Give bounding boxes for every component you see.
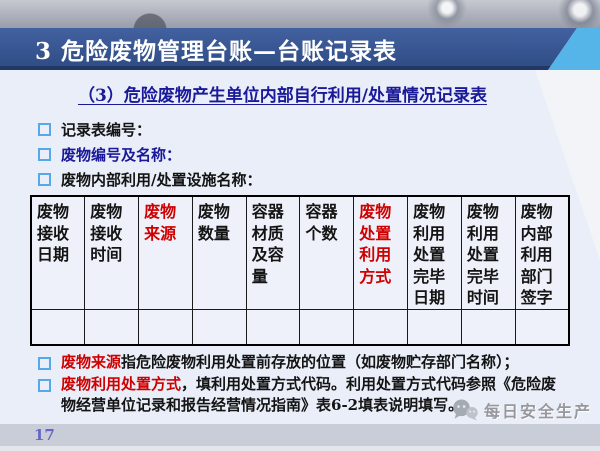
table-cell [353, 309, 409, 346]
square-bullet-icon [38, 357, 51, 370]
table-cell [84, 309, 140, 346]
table-cell [299, 309, 355, 346]
table-header-cell: 废物接收时间 [84, 195, 140, 310]
table-cell [460, 309, 516, 346]
note-text: 废物来源指危险废物利用处置前存放的位置（如废物贮存部门名称）； [61, 352, 519, 373]
slide-subtitle: （3）危险废物产生单位内部自行利用/处置情况记录表 [77, 86, 488, 106]
note-text: 废物利用处置方式，填利用处置方式代码。利用处置方式代码参照《危险废物经营单位记录… [61, 374, 563, 416]
record-table: 废物接收日期 废物接收时间 废物来源 废物数量 容器材质及容量 容器个数 废物处… [30, 195, 570, 346]
square-bullet-icon [38, 123, 51, 136]
note-lead: 废物来源 [61, 353, 122, 371]
table-cell [191, 309, 247, 346]
note-item: 废物利用处置方式，填利用处置方式代码。利用处置方式代码参照《危险废物经营单位记录… [38, 374, 563, 416]
note-rest: ，填利用处置方式代码。利用处置方式代码参照《危险废物经营单位记录和报告经营情况指… [61, 375, 557, 414]
bullet-label: 废物编号及名称： [61, 146, 182, 164]
note-rest: 指危险废物利用处置前存放的位置（如废物贮存部门名称）； [121, 353, 519, 371]
square-bullet-icon [38, 173, 51, 186]
table-cell [407, 309, 462, 346]
list-item: 记录表编号： [38, 117, 261, 142]
table-header-cell: 容器材质及容量 [245, 195, 301, 310]
table-header-cell: 废物来源 [138, 195, 193, 310]
list-item: 废物编号及名称： [38, 142, 261, 167]
note-item: 废物来源指危险废物利用处置前存放的位置（如废物贮存部门名称）； [38, 352, 563, 373]
table-empty-row [30, 309, 570, 346]
table-header-row: 废物接收日期 废物接收时间 废物来源 废物数量 容器材质及容量 容器个数 废物处… [30, 195, 570, 310]
table-header-cell: 废物利用处置完毕日期 [407, 195, 462, 310]
square-bullet-icon [38, 379, 51, 392]
title-bar-background [0, 28, 577, 70]
table-header-cell: 废物处置利用方式 [353, 195, 409, 310]
watermark: 每日安全生产 [451, 398, 592, 422]
table-header-cell: 废物内部利用部门签字 [514, 195, 570, 310]
slide-title: 3 危险废物管理台账—台账记录表 [35, 38, 398, 65]
footer-bar [0, 424, 600, 446]
table-cell [245, 309, 301, 346]
bullet-label: 废物内部利用/处置设施名称： [61, 171, 262, 189]
table-cell [30, 309, 86, 346]
page-number: 17 [34, 426, 55, 444]
square-bullet-icon [38, 148, 51, 161]
footer-strip [0, 446, 600, 451]
table-header-cell: 废物数量 [191, 195, 247, 310]
wechat-icon [453, 399, 478, 421]
watermark-text: 每日安全生产 [483, 402, 592, 421]
table-header-cell: 容器个数 [299, 195, 355, 310]
table-header-cell: 废物接收日期 [30, 195, 86, 310]
table-cell [514, 309, 570, 346]
title-bar: 3 危险废物管理台账—台账记录表 [0, 28, 600, 70]
top-decorative-band [0, 0, 600, 28]
table-header-cell: 废物利用处置完毕时间 [460, 195, 516, 310]
table-cell [138, 309, 193, 346]
notes-list: 废物来源指危险废物利用处置前存放的位置（如废物贮存部门名称）； 废物利用处置方式… [38, 352, 563, 417]
bullet-list: 记录表编号： 废物编号及名称： 废物内部利用/处置设施名称： [38, 117, 261, 192]
bullet-label: 记录表编号： [61, 121, 152, 139]
list-item: 废物内部利用/处置设施名称： [38, 167, 261, 192]
note-lead: 废物利用处置方式 [61, 375, 182, 393]
